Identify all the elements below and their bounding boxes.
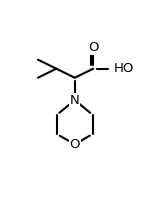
Text: N: N <box>70 94 80 107</box>
Text: HO: HO <box>114 62 134 75</box>
Text: O: O <box>88 41 98 54</box>
Text: O: O <box>69 138 80 151</box>
